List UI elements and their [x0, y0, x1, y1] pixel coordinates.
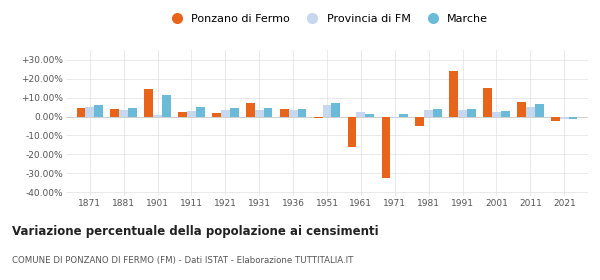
Bar [331, 103, 340, 116]
Text: COMUNE DI PONZANO DI FERMO (FM) - Dati ISTAT - Elaborazione TUTTITALIA.IT: COMUNE DI PONZANO DI FERMO (FM) - Dati I… [12, 256, 353, 265]
Bar [94, 105, 103, 116]
Bar [221, 110, 230, 116]
Bar [347, 116, 356, 147]
Bar [365, 114, 374, 116]
Bar [356, 112, 365, 116]
Bar [415, 116, 424, 126]
Bar [314, 116, 323, 118]
Bar [433, 109, 442, 116]
Bar [162, 95, 171, 116]
Bar [196, 107, 205, 116]
Bar [382, 116, 391, 178]
Bar [110, 109, 119, 116]
Bar [280, 109, 289, 116]
Bar [449, 71, 458, 116]
Bar [569, 116, 577, 119]
Bar [187, 111, 196, 116]
Bar [483, 88, 492, 116]
Bar [246, 103, 255, 116]
Legend: Ponzano di Fermo, Provincia di FM, Marche: Ponzano di Fermo, Provincia di FM, March… [161, 9, 493, 28]
Bar [289, 110, 298, 116]
Bar [424, 110, 433, 116]
Bar [560, 116, 569, 119]
Bar [535, 104, 544, 116]
Bar [85, 107, 94, 116]
Bar [526, 107, 535, 116]
Bar [391, 116, 399, 118]
Bar [119, 110, 128, 116]
Bar [178, 112, 187, 116]
Bar [517, 102, 526, 116]
Bar [212, 113, 221, 116]
Bar [298, 109, 307, 116]
Bar [458, 110, 467, 116]
Bar [501, 111, 510, 116]
Text: Variazione percentuale della popolazione ai censimenti: Variazione percentuale della popolazione… [12, 225, 379, 238]
Bar [323, 105, 331, 116]
Bar [492, 112, 501, 116]
Bar [77, 108, 85, 116]
Bar [153, 115, 162, 116]
Bar [255, 110, 263, 116]
Bar [263, 108, 272, 116]
Bar [399, 114, 408, 116]
Bar [230, 108, 239, 116]
Bar [145, 89, 153, 116]
Bar [467, 109, 476, 116]
Bar [551, 116, 560, 121]
Bar [128, 108, 137, 116]
